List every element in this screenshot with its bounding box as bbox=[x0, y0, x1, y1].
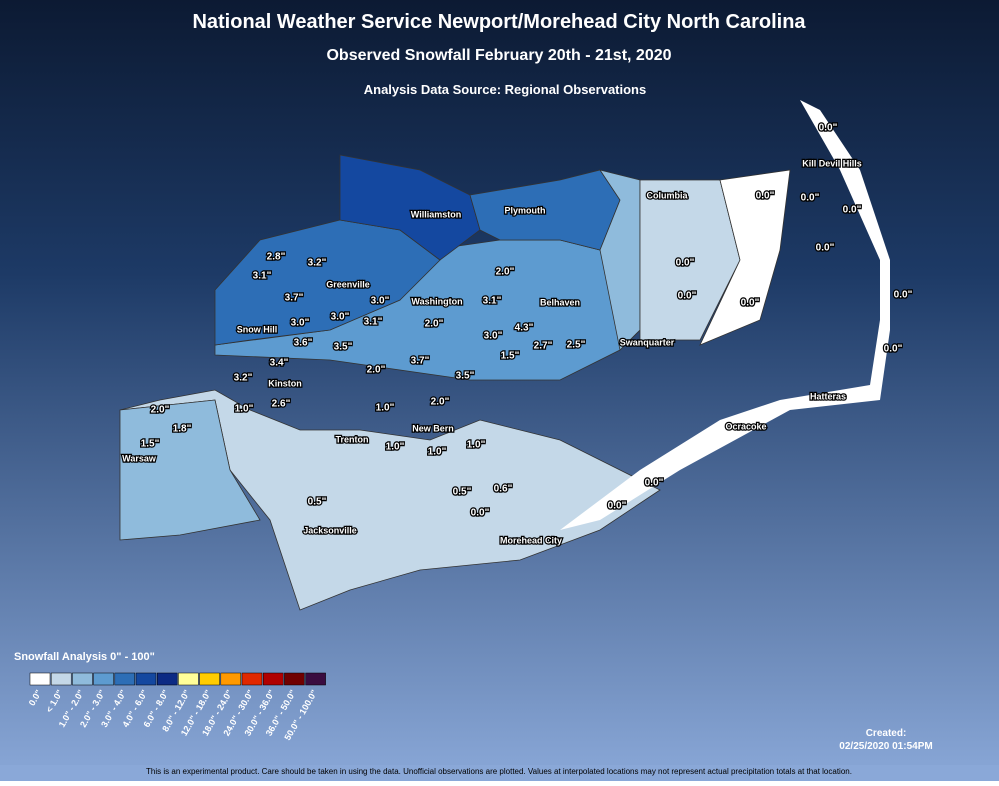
snowfall-observation: 1.5" bbox=[501, 351, 520, 362]
footer bbox=[0, 765, 999, 781]
place-label: Columbia bbox=[646, 190, 688, 200]
snowfall-observation: 0.0" bbox=[756, 191, 775, 202]
legend-swatch bbox=[241, 672, 263, 686]
place-label: Williamston bbox=[411, 209, 461, 219]
place-label: Jacksonville bbox=[303, 525, 357, 535]
snowfall-observation: 3.7" bbox=[285, 293, 304, 304]
snowfall-observation: 1.0" bbox=[467, 440, 486, 451]
legend-swatch bbox=[93, 672, 114, 686]
snowfall-observation: 3.2" bbox=[234, 373, 253, 384]
counties bbox=[119, 100, 890, 611]
snowfall-observation: 1.0" bbox=[235, 404, 254, 415]
place-label: Snow Hill bbox=[237, 324, 278, 334]
place-label: Warsaw bbox=[122, 453, 157, 463]
snowfall-observation: 2.8" bbox=[267, 252, 286, 263]
legend-swatch bbox=[199, 672, 220, 686]
snowfall-observation: 0.5" bbox=[453, 487, 472, 498]
snowfall-observation: 0.0" bbox=[678, 291, 697, 302]
snowfall-observation: 3.0" bbox=[291, 318, 310, 329]
snowfall-observation: 3.5" bbox=[456, 371, 475, 382]
snowfall-observation: 0.0" bbox=[741, 298, 760, 309]
snowfall-observation: 3.6" bbox=[294, 338, 313, 349]
snowfall-observation: 2.0" bbox=[425, 319, 444, 330]
outer-banks bbox=[560, 100, 890, 530]
snowfall-observation: 1.5" bbox=[141, 439, 160, 450]
snowfall-observation: 0.0" bbox=[843, 205, 862, 216]
snowfall-observation: 3.1" bbox=[253, 271, 272, 282]
snowfall-observation: 2.7" bbox=[534, 341, 553, 352]
snowfall-observation: 3.1" bbox=[483, 296, 502, 307]
snowfall-observation: 0.0" bbox=[819, 123, 838, 134]
created-timestamp: 02/25/2020 01:54PM bbox=[839, 741, 932, 752]
snowfall-observation: 0.0" bbox=[471, 508, 490, 519]
place-label: Washington bbox=[411, 296, 462, 306]
place-label: Swanquarter bbox=[620, 337, 675, 347]
created-label: Created: bbox=[866, 728, 907, 739]
snowfall-observation: 3.0" bbox=[371, 296, 390, 307]
place-label: Hatteras bbox=[810, 391, 846, 401]
place-label: Morehead City bbox=[500, 535, 562, 545]
subtitle: Observed Snowfall February 20th - 21st, … bbox=[326, 47, 671, 64]
snowfall-observation: 1.0" bbox=[386, 442, 405, 453]
snowfall-observation: 2.0" bbox=[431, 397, 450, 408]
snowfall-observation: 0.5" bbox=[308, 497, 327, 508]
snowfall-observation: 0.6" bbox=[494, 484, 513, 495]
snowfall-observation: 3.5" bbox=[334, 342, 353, 353]
legend-swatch bbox=[29, 672, 51, 686]
snowfall-observation: 0.0" bbox=[801, 193, 820, 204]
place-label: Plymouth bbox=[504, 205, 545, 215]
legend-swatch bbox=[262, 672, 284, 686]
county bbox=[119, 399, 261, 541]
snowfall-observation: 3.0" bbox=[331, 312, 350, 323]
snowfall-observation: 0.0" bbox=[645, 478, 664, 489]
snowfall-observation: 1.0" bbox=[428, 447, 447, 458]
snowfall-observation: 0.0" bbox=[608, 501, 627, 512]
snowfall-observation: 0.0" bbox=[676, 258, 695, 269]
legend-swatch bbox=[178, 672, 199, 686]
county bbox=[339, 154, 481, 261]
county bbox=[699, 169, 791, 346]
snowfall-observation: 4.3" bbox=[515, 323, 534, 334]
legend-swatch bbox=[156, 672, 178, 686]
snowfall-observation: 3.4" bbox=[270, 358, 289, 369]
snowfall-observation: 3.7" bbox=[411, 356, 430, 367]
county bbox=[214, 219, 441, 346]
place-label: Greenville bbox=[326, 279, 370, 289]
legend-swatch bbox=[135, 672, 157, 686]
snowfall-observation: 2.5" bbox=[567, 340, 586, 351]
legend-swatch bbox=[305, 672, 326, 686]
place-label: Belhaven bbox=[540, 297, 580, 307]
snowfall-observation: 0.0" bbox=[894, 290, 913, 301]
legend-swatch bbox=[50, 672, 72, 686]
snowfall-observation: 3.2" bbox=[308, 258, 327, 269]
snowfall-observation: 0.0" bbox=[884, 344, 903, 355]
snowfall-observation: 1.8" bbox=[173, 424, 192, 435]
snowfall-observation: 2.0" bbox=[151, 405, 170, 416]
place-label: Kill Devil Hills bbox=[802, 158, 862, 168]
snowfall-observation: 2.0" bbox=[367, 365, 386, 376]
disclaimer: This is an experimental product. Care sh… bbox=[146, 767, 852, 776]
legend-swatch bbox=[72, 672, 93, 686]
place-label: Trenton bbox=[336, 434, 369, 444]
place-label: Kinston bbox=[268, 378, 302, 388]
snowfall-observation: 0.0" bbox=[816, 243, 835, 254]
snowfall-observation: 3.0" bbox=[484, 331, 503, 342]
place-label: New Bern bbox=[412, 423, 454, 433]
legend-swatch bbox=[114, 672, 136, 686]
snowfall-observation: 2.0" bbox=[496, 267, 515, 278]
legend-title: Snowfall Analysis 0" - 100" bbox=[14, 651, 155, 663]
title: National Weather Service Newport/Morehea… bbox=[192, 11, 806, 33]
source: Analysis Data Source: Regional Observati… bbox=[364, 82, 646, 97]
snowfall-observation: 2.6" bbox=[272, 399, 291, 410]
place-label: Ocracoke bbox=[725, 421, 766, 431]
legend-swatch bbox=[220, 672, 242, 686]
legend-swatch bbox=[284, 672, 305, 686]
snowfall-observation: 1.0" bbox=[376, 403, 395, 414]
snowfall-observation: 3.1" bbox=[364, 317, 383, 328]
